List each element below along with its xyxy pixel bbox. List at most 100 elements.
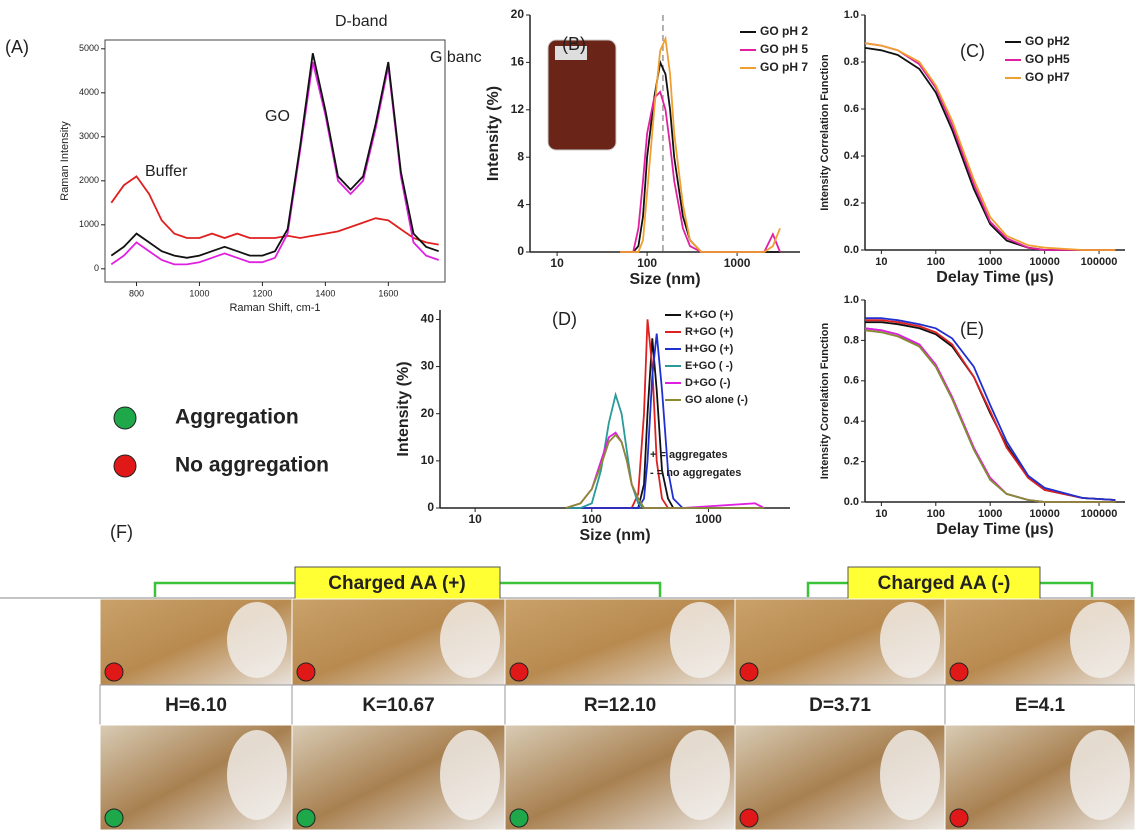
- legend-label: GO pH 2: [760, 24, 808, 38]
- x-tick-label: 100: [637, 256, 657, 270]
- x-tick-label: 1000: [978, 508, 1002, 520]
- x-tick-label: 1400: [315, 288, 335, 298]
- y-tick-label: 0.4: [844, 150, 860, 162]
- panel-label: (D): [552, 309, 577, 329]
- sample-label: K=10.67: [362, 695, 434, 716]
- annotation: GO: [265, 108, 290, 125]
- x-tick-label: 100: [582, 512, 602, 526]
- series-line: [865, 43, 1115, 250]
- x-tick-label: 10000: [1029, 256, 1060, 268]
- y-tick-label: 0: [517, 244, 524, 258]
- y-tick-label: 1000: [79, 219, 99, 229]
- key-label: Aggregation: [175, 406, 299, 429]
- x-tick-label: 10: [550, 256, 564, 270]
- sample-label: E=4.1: [1015, 695, 1066, 716]
- annotation: Buffer: [145, 163, 188, 180]
- x-tick-label: 100000: [1081, 256, 1118, 268]
- tube-cap: [670, 730, 730, 820]
- group-label: Charged AA (-): [878, 573, 1011, 594]
- y-tick-label: 16: [511, 55, 525, 69]
- y-tick-label: 4: [517, 197, 524, 211]
- plot-frame: [105, 40, 445, 282]
- tube-cap: [670, 602, 730, 678]
- status-dot: [740, 663, 758, 681]
- series-line: [111, 176, 438, 244]
- annotation: - = no aggregates: [650, 467, 741, 479]
- status-dot: [740, 809, 758, 827]
- x-tick-label: 10: [875, 256, 887, 268]
- status-dot: [510, 809, 528, 827]
- x-tick-label: 100: [927, 508, 945, 520]
- legend-label: GO pH5: [1025, 52, 1070, 66]
- x-tick-label: 1000: [189, 288, 209, 298]
- y-axis-title: Intensity (%): [485, 86, 502, 181]
- y-tick-label: 8: [517, 149, 524, 163]
- legend-label: GO pH 5: [760, 42, 808, 56]
- y-tick-label: 0.8: [844, 56, 859, 68]
- y-tick-label: 4000: [79, 87, 99, 97]
- y-axis-title: Intensity (%): [395, 361, 412, 456]
- status-dot: [950, 809, 968, 827]
- y-tick-label: 2000: [79, 175, 99, 185]
- y-tick-label: 10: [421, 453, 435, 467]
- tube-cap: [1070, 730, 1130, 820]
- key-dot: [114, 407, 136, 429]
- key-label: No aggregation: [175, 454, 329, 477]
- key-dot: [114, 455, 136, 477]
- sample-label: R=12.10: [584, 695, 656, 716]
- legend-label: R+GO (+): [685, 326, 734, 338]
- y-tick-label: 12: [511, 102, 525, 116]
- status-dot: [510, 663, 528, 681]
- x-axis-title: Raman Shift, cm-1: [229, 302, 320, 314]
- annotation: D-band: [335, 13, 387, 30]
- series-line: [865, 43, 1115, 250]
- x-tick-label: 1000: [978, 256, 1002, 268]
- series-line: [620, 39, 780, 252]
- legend-label: GO alone (-): [685, 394, 748, 406]
- y-tick-label: 1.0: [844, 9, 859, 21]
- y-axis-title: Intensity Correlation Function: [819, 54, 831, 211]
- y-tick-label: 30: [421, 359, 435, 373]
- y-tick-label: 5000: [79, 43, 99, 53]
- annotation: + = aggregates: [650, 449, 728, 461]
- y-tick-label: 0.4: [844, 415, 860, 427]
- figure: Aggregation No aggregation (F) Charged A…: [0, 0, 1135, 830]
- status-dot: [105, 663, 123, 681]
- panel-label: (A): [5, 37, 29, 57]
- y-tick-label: 0.2: [844, 456, 859, 468]
- tube-cap: [880, 730, 940, 820]
- x-tick-label: 10: [468, 512, 482, 526]
- legend-label: D+GO (-): [685, 377, 731, 389]
- status-dot: [297, 663, 315, 681]
- x-axis-title: Size (nm): [579, 527, 650, 544]
- group-label: Charged AA (+): [328, 573, 465, 594]
- tube-cap: [227, 602, 287, 678]
- y-tick-label: 3000: [79, 131, 99, 141]
- y-tick-label: 0: [427, 500, 434, 514]
- panel-label: (F): [110, 522, 133, 542]
- x-tick-label: 1000: [695, 512, 722, 526]
- panel-label: (B): [562, 34, 586, 54]
- y-tick-label: 1.0: [844, 294, 859, 306]
- y-tick-label: 40: [421, 312, 435, 326]
- tube-cap: [440, 602, 500, 678]
- x-tick-label: 800: [129, 288, 144, 298]
- status-dot: [297, 809, 315, 827]
- annotation: G banc: [430, 49, 482, 66]
- tube-cap: [1070, 602, 1130, 678]
- status-dot: [105, 809, 123, 827]
- y-tick-label: 0.8: [844, 334, 859, 346]
- sample-label: H=6.10: [165, 695, 227, 716]
- legend-label: GO pH 7: [760, 60, 808, 74]
- x-tick-label: 10000: [1029, 508, 1060, 520]
- y-tick-label: 0.0: [844, 496, 859, 508]
- x-tick-label: 100: [927, 256, 945, 268]
- x-tick-label: 100000: [1081, 508, 1118, 520]
- tube-cap: [227, 730, 287, 820]
- panel-label: (C): [960, 41, 985, 61]
- y-axis-title: Intensity Correlation Function: [819, 322, 831, 479]
- y-tick-label: 0.0: [844, 244, 859, 256]
- x-axis-title: Delay Time (µs): [936, 269, 1053, 286]
- y-tick-label: 0: [94, 263, 99, 273]
- x-axis-title: Size (nm): [629, 271, 700, 288]
